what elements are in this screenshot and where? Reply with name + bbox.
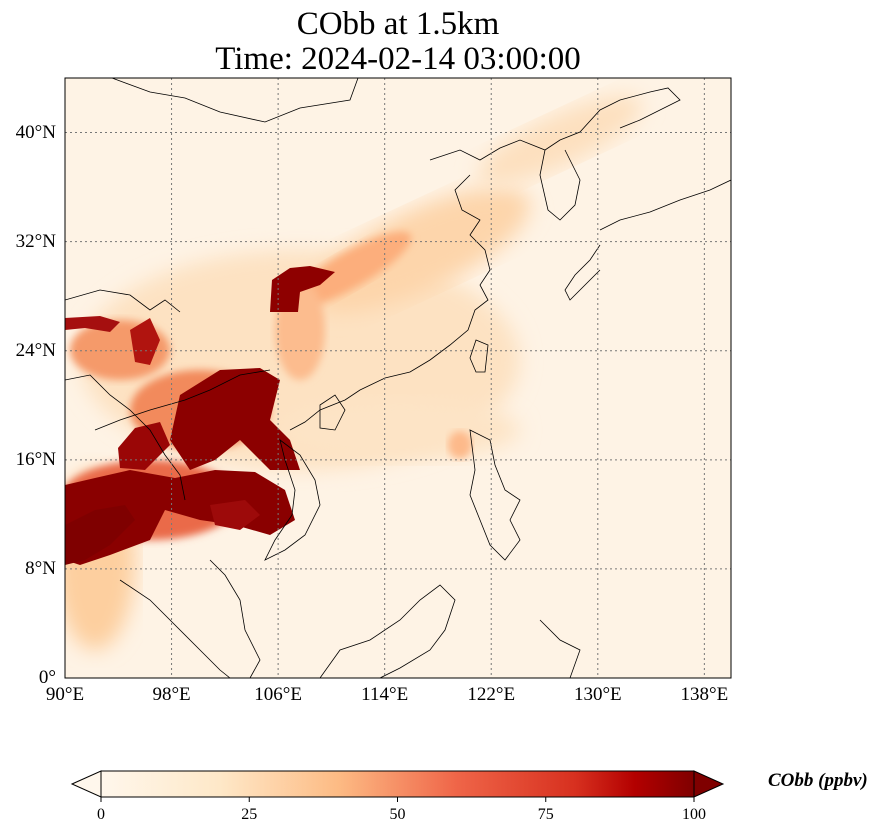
lat-tick-label: 32°N [15, 230, 56, 252]
lat-tick-label: 24°N [15, 339, 56, 361]
colorbar-max-extend [693, 770, 725, 798]
lon-tick-label: 138°E [680, 684, 729, 705]
colorbar-tick-label: 100 [682, 806, 706, 823]
map-title-line1: CObb at 1.5km [296, 6, 500, 42]
colorbar-min-extend [70, 770, 102, 798]
lon-tick-label: 130°E [573, 684, 622, 705]
lat-tick-label: 40°N [15, 121, 56, 143]
lon-tick-label: 106°E [254, 684, 302, 705]
coastlines [65, 78, 731, 678]
colorbar-tick-label: 75 [537, 806, 554, 823]
colorbar-tick-label: 25 [241, 806, 258, 823]
lon-tick-label: 114°E [361, 684, 409, 705]
colorbar-tick-label: 0 [97, 806, 105, 823]
concentration-field [65, 78, 731, 678]
colorbar-tick-label: 50 [389, 806, 406, 823]
lon-tick-label: 90°E [45, 684, 85, 705]
lat-tick-label: 0° [38, 667, 56, 688]
lon-tick-label: 122°E [467, 684, 516, 705]
colorbar-label: CObb (ppbv) [768, 770, 868, 791]
lat-tick-label: 8°N [25, 557, 56, 579]
lon-tick-label: 98°E [152, 684, 191, 705]
map-frame [64, 77, 732, 679]
lat-tick-label: 16°N [15, 448, 56, 470]
colorbar [70, 770, 725, 802]
map-gridlines [65, 78, 731, 678]
map-title-line2: Time: 2024-02-14 03:00:00 [215, 41, 581, 77]
colorbar-gradient [100, 770, 695, 798]
